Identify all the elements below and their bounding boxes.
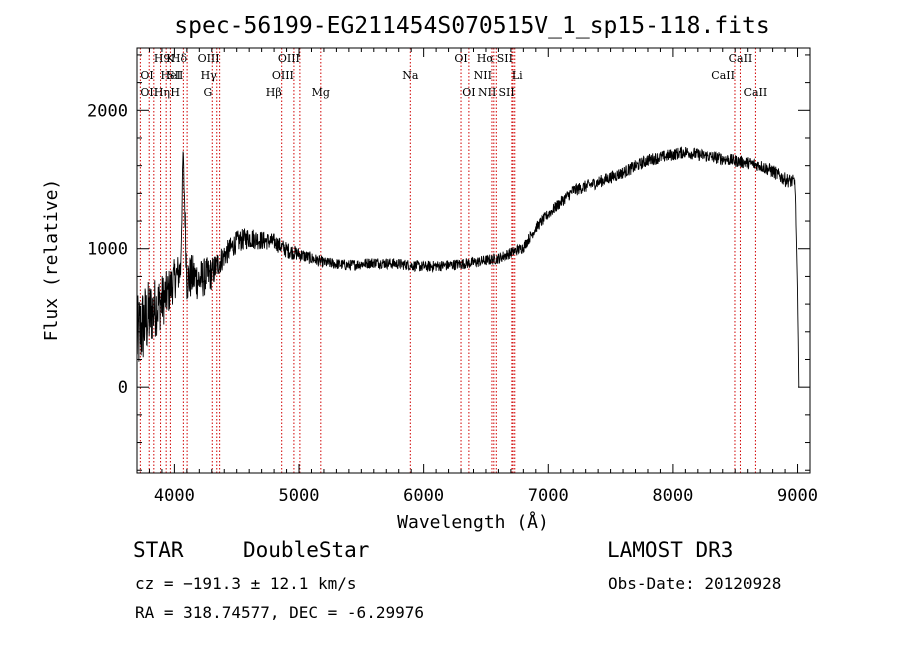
- line-label: OIII: [272, 69, 294, 82]
- line-label: OI: [454, 52, 467, 65]
- spectrum-line: [136, 146, 800, 388]
- line-label: CaII: [711, 69, 735, 82]
- line-label: Hβ: [266, 86, 282, 99]
- object-class: STAR: [133, 538, 184, 562]
- redshift-velocity: cz = −191.3 ± 12.1 km/s: [135, 574, 357, 593]
- line-label: HeI: [161, 69, 181, 82]
- line-label: OI: [462, 86, 475, 99]
- y-axis-ticks: 0 1000 2000: [87, 54, 810, 471]
- y-tick-label: 2000: [87, 101, 128, 121]
- line-label: NII: [478, 86, 496, 99]
- line-label: OII: [140, 86, 158, 99]
- x-tick-label: 5000: [279, 486, 320, 506]
- spectrum-series: [136, 146, 800, 388]
- line-label: NII: [474, 69, 492, 82]
- y-tick-label: 1000: [87, 240, 128, 260]
- line-label: Hγ: [201, 69, 218, 82]
- emission-line-markers: [139, 48, 756, 473]
- x-tick-label: 8000: [652, 486, 693, 506]
- sky-coordinates: RA = 318.74577, DEC = -6.29976: [135, 603, 424, 622]
- observation-date: Obs-Date: 20120928: [608, 574, 782, 593]
- line-label: K: [166, 52, 175, 65]
- x-tick-label: 9000: [777, 486, 818, 506]
- line-label: Hα: [477, 52, 495, 65]
- line-label: Li: [512, 69, 523, 82]
- x-tick-label: 7000: [528, 486, 569, 506]
- line-label: OIII: [278, 52, 300, 65]
- x-axis-ticks: 4000 5000 6000 7000 8000 9000: [148, 48, 818, 506]
- y-tick-label: 0: [118, 378, 128, 398]
- y-axis-label: Flux (relative): [41, 179, 62, 342]
- line-label: OI: [140, 69, 153, 82]
- line-label: SII: [497, 52, 513, 65]
- chart-title: spec-56199-EG211454S070515V_1_sp15-118.f…: [174, 13, 769, 39]
- line-label: H: [170, 86, 180, 99]
- line-label: SII: [167, 69, 183, 82]
- line-label: Mg: [312, 86, 330, 99]
- survey-name: LAMOST DR3: [607, 538, 734, 562]
- line-label: CaII: [729, 52, 753, 65]
- x-axis-label: Wavelength (Å): [397, 511, 549, 533]
- line-label: CaII: [744, 86, 768, 99]
- line-label: Hη: [154, 86, 170, 99]
- line-label: Na: [402, 69, 419, 82]
- line-label: G: [203, 86, 212, 99]
- object-subclass: DoubleStar: [243, 538, 370, 562]
- x-tick-label: 4000: [154, 486, 195, 506]
- x-tick-label: 6000: [403, 486, 444, 506]
- line-label: Hδ: [171, 52, 188, 65]
- line-label: OIII: [198, 52, 220, 65]
- line-label: H9: [154, 52, 171, 65]
- line-label: SII: [499, 86, 515, 99]
